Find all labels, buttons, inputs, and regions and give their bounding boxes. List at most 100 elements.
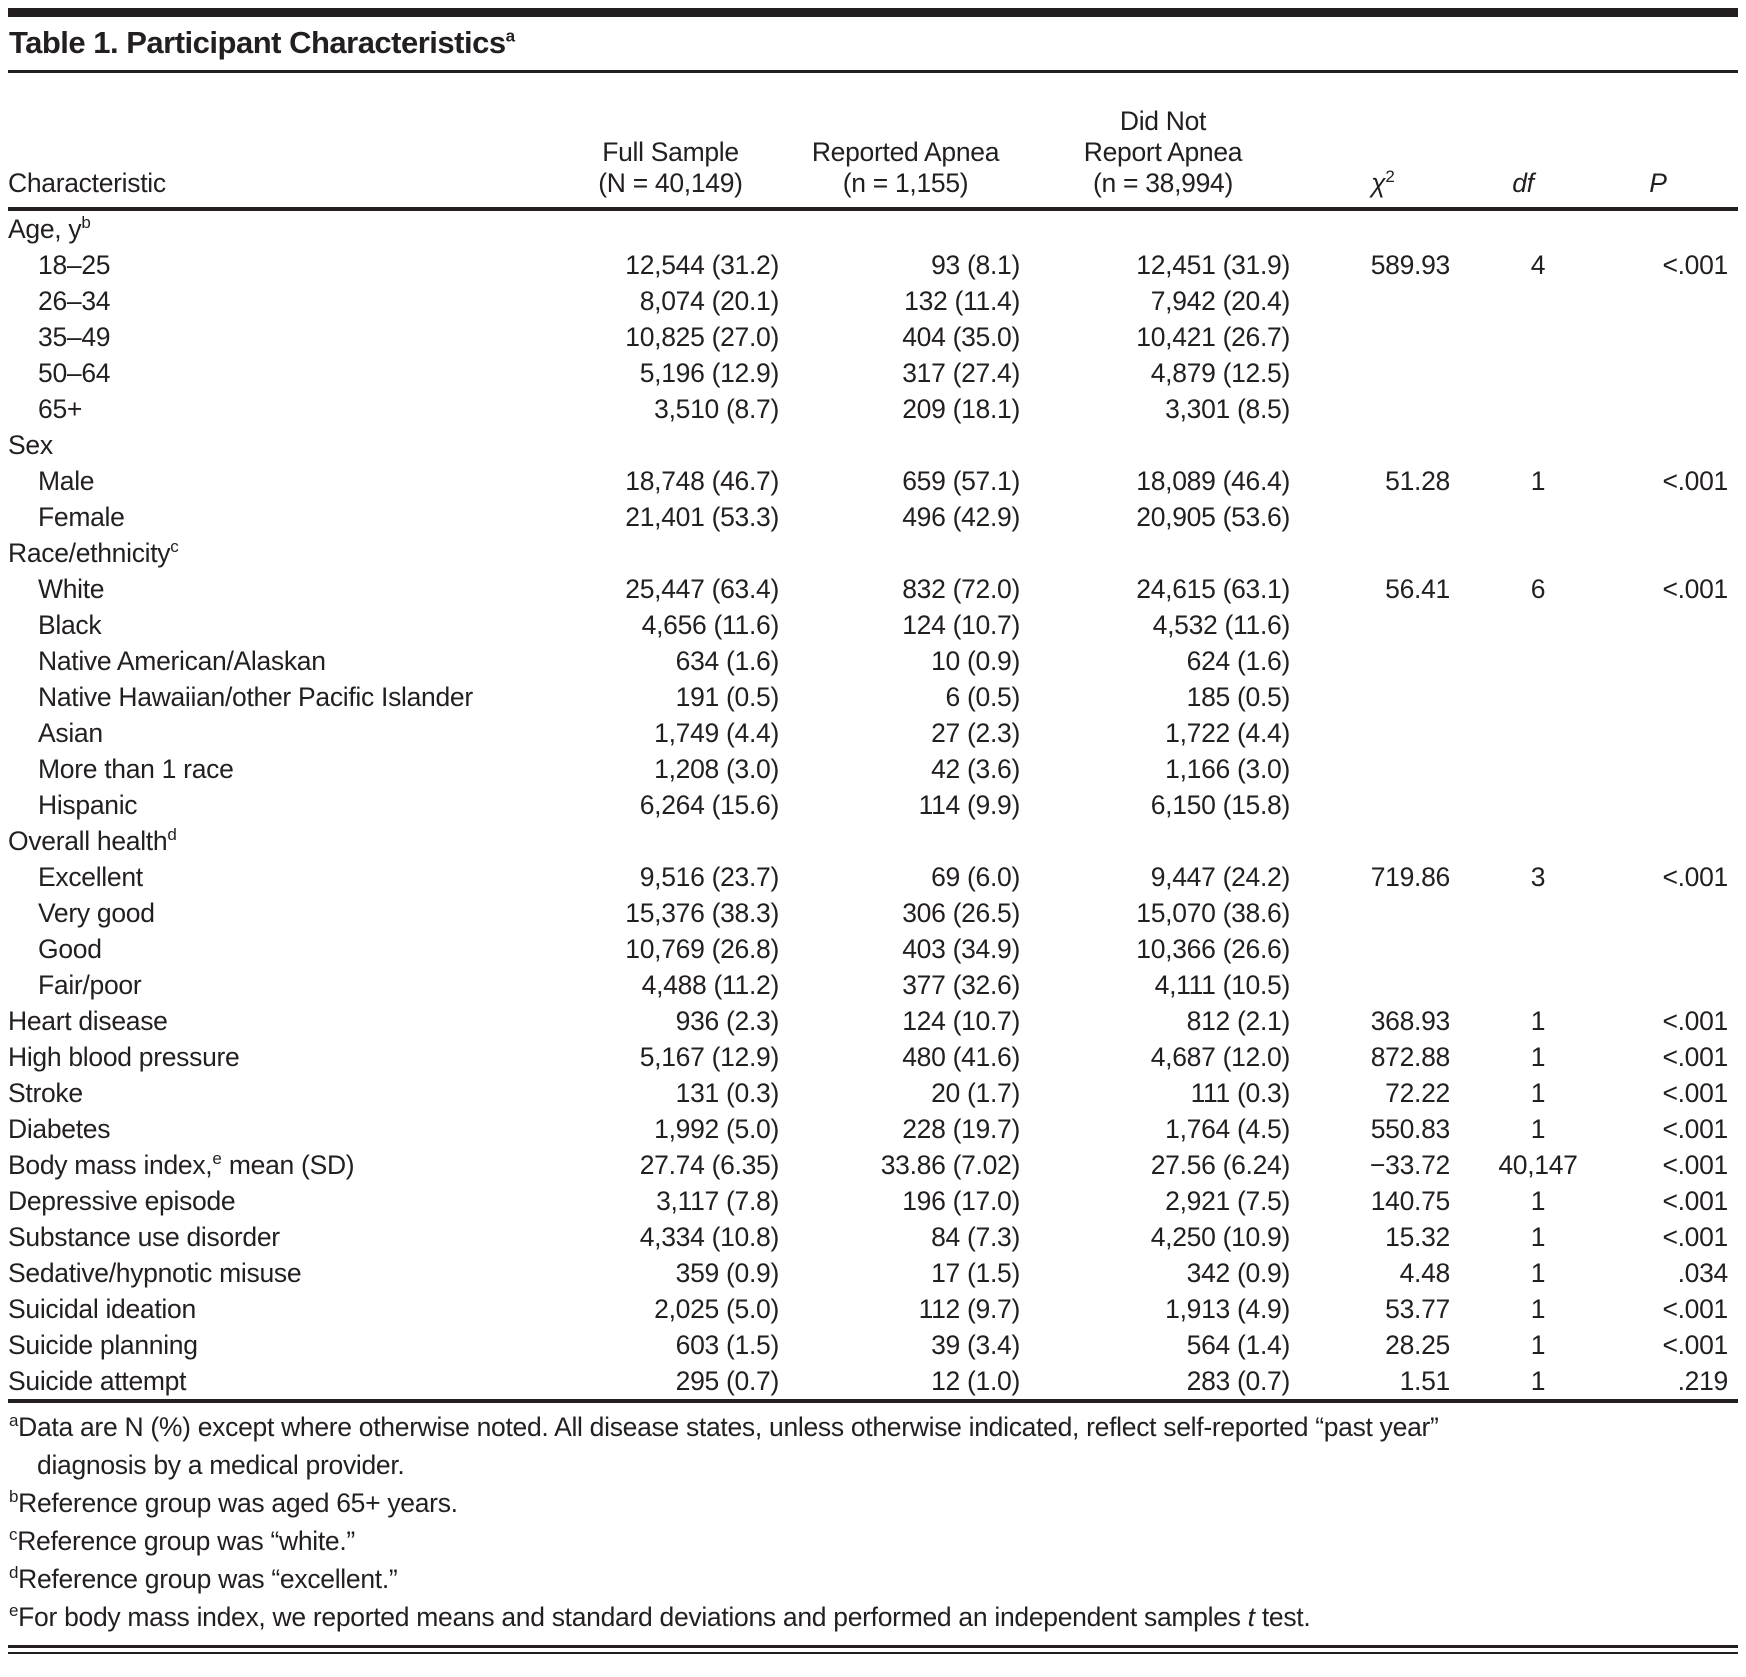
- cell-chi-square: 56.41: [1385, 574, 1450, 604]
- cell-p-value: [1578, 643, 1738, 679]
- cell-df: [1468, 391, 1578, 427]
- row-label: High blood pressure: [8, 1042, 240, 1072]
- cell-df: 1: [1530, 1078, 1546, 1108]
- table-row: White 25,447 (63.4) 832 (72.0) 24,615 (63.1…: [8, 571, 1738, 607]
- row-label: Depressive episode: [8, 1186, 236, 1216]
- cell-p-value: [1578, 679, 1738, 715]
- cell-p-value: [1578, 209, 1738, 247]
- cell-full-sample: [558, 535, 783, 571]
- cell-did-not-report-apnea: 1,764 (4.5): [1165, 1114, 1290, 1144]
- cell-p-value: [1578, 427, 1738, 463]
- cell-full-sample: 359 (0.9): [675, 1258, 780, 1288]
- table-section-row: Suicide attempt 295 (0.7) 12 (1.0) 283 (0.7…: [8, 1363, 1738, 1401]
- cell-full-sample: 191 (0.5): [675, 682, 780, 712]
- table-row: Black 4,656 (11.6) 124 (10.7) 4,532 (11.6): [8, 607, 1738, 643]
- cell-df: [1468, 607, 1578, 643]
- row-label: Suicide attempt: [8, 1366, 187, 1396]
- cell-reported-apnea: 10 (0.9): [931, 646, 1020, 676]
- cell-did-not-report-apnea: 4,111 (10.5): [1154, 970, 1291, 1000]
- cell-full-sample: 603 (1.5): [675, 1330, 780, 1360]
- chi-symbol: χ: [1371, 168, 1386, 198]
- cell-chi-square: 589.93: [1370, 250, 1451, 280]
- cell-did-not-report-apnea: 342 (0.9): [1186, 1258, 1291, 1288]
- cell-df: 1: [1530, 1114, 1546, 1144]
- row-label: White: [38, 574, 105, 604]
- cell-full-sample: 9,516 (23.7): [639, 862, 780, 892]
- cell-full-sample: [558, 209, 783, 247]
- cell-chi-square: [1298, 823, 1468, 859]
- cell-did-not-report-apnea: 2,921 (7.5): [1165, 1186, 1290, 1216]
- cell-reported-apnea: 6 (0.5): [945, 682, 1021, 712]
- cell-chi-square: 1.51: [1399, 1366, 1451, 1396]
- cell-p-value: <.001: [1662, 466, 1728, 496]
- cell-reported-apnea: 69 (6.0): [931, 862, 1020, 892]
- cell-full-sample: 4,334 (10.8): [639, 1222, 780, 1252]
- cell-did-not-report-apnea: 185 (0.5): [1186, 682, 1291, 712]
- cell-p-value: <.001: [1662, 1222, 1728, 1252]
- table-row: More than 1 race 1,208 (3.0) 42 (3.6) 1,166…: [8, 751, 1738, 787]
- cell-p-value: [1578, 283, 1738, 319]
- cell-p-value: [1578, 715, 1738, 751]
- row-label: Overall healthd: [8, 825, 177, 856]
- cell-reported-apnea: 20 (1.7): [931, 1078, 1020, 1108]
- cell-full-sample: 10,825 (27.0): [625, 322, 779, 352]
- footnote-text: Reference group was “excellent.”: [18, 1564, 398, 1594]
- footnote-text: Reference group was aged 65+ years.: [18, 1488, 458, 1518]
- cell-did-not-report-apnea: [1028, 209, 1298, 247]
- cell-full-sample: 1,208 (3.0): [654, 754, 779, 784]
- cell-did-not-report-apnea: [1028, 427, 1298, 463]
- row-label: Suicide planning: [8, 1330, 198, 1360]
- cell-chi-square: [1298, 931, 1468, 967]
- cell-full-sample: 4,488 (11.2): [641, 970, 780, 1000]
- row-label: Diabetes: [8, 1114, 111, 1144]
- table-section-row: Diabetes 1,992 (5.0) 228 (19.7) 1,764 (4.5)…: [8, 1111, 1738, 1147]
- cell-chi-square: [1298, 679, 1468, 715]
- cell-p-value: <.001: [1662, 1006, 1728, 1036]
- row-label: Very good: [38, 898, 155, 928]
- col-header-p-value: P: [1578, 73, 1738, 211]
- cell-df: 1: [1530, 1330, 1546, 1360]
- cell-full-sample: 21,401 (53.3): [625, 502, 779, 532]
- cell-full-sample: 25,447 (63.4): [625, 574, 779, 604]
- cell-did-not-report-apnea: 24,615 (63.1): [1136, 574, 1290, 604]
- cell-chi-square: 140.75: [1370, 1186, 1451, 1216]
- cell-reported-apnea: 209 (18.1): [902, 394, 1020, 424]
- cell-reported-apnea: 196 (17.0): [902, 1186, 1020, 1216]
- cell-reported-apnea: [783, 427, 1028, 463]
- table-section-row: Race/ethnicityc: [8, 535, 1738, 571]
- footnote-line: cReference group was “white.”: [9, 1522, 1738, 1560]
- table-section-row: Heart disease 936 (2.3) 124 (10.7) 812 (2.1…: [8, 1003, 1738, 1039]
- table-section-row: Suicidal ideation 2,025 (5.0) 112 (9.7) 1,9…: [8, 1291, 1738, 1327]
- cell-full-sample: 18,748 (46.7): [625, 466, 779, 496]
- footnote-text: For body mass index, we reported means a…: [18, 1602, 1248, 1632]
- cell-did-not-report-apnea: 4,879 (12.5): [1150, 358, 1291, 388]
- cell-chi-square: 719.86: [1370, 862, 1451, 892]
- footnote-text: diagnosis by a medical provider.: [37, 1450, 405, 1480]
- cell-p-value: [1578, 391, 1738, 427]
- cell-reported-apnea: 17 (1.5): [931, 1258, 1020, 1288]
- cell-p-value: [1578, 607, 1738, 643]
- cell-reported-apnea: 403 (34.9): [902, 934, 1020, 964]
- cell-df: 6: [1530, 574, 1546, 604]
- row-label: Black: [38, 610, 102, 640]
- cell-full-sample: 131 (0.3): [675, 1078, 780, 1108]
- cell-did-not-report-apnea: 20,905 (53.6): [1136, 502, 1290, 532]
- cell-reported-apnea: 124 (10.7): [902, 1006, 1020, 1036]
- cell-chi-square: [1298, 715, 1468, 751]
- bottom-rule-thin: [8, 1652, 1738, 1654]
- cell-df: [1468, 751, 1578, 787]
- cell-did-not-report-apnea: 10,366 (26.6): [1136, 934, 1290, 964]
- row-label: Sex: [8, 430, 53, 460]
- cell-full-sample: 1,992 (5.0): [654, 1114, 779, 1144]
- cell-p-value: .219: [1677, 1366, 1729, 1396]
- row-label: Age, yb: [8, 213, 91, 244]
- cell-p-value: <.001: [1662, 862, 1728, 892]
- bottom-double-rule: [8, 1645, 1738, 1654]
- cell-did-not-report-apnea: [1028, 823, 1298, 859]
- row-label: 50–64: [38, 358, 111, 388]
- cell-p-value: <.001: [1662, 574, 1728, 604]
- table-section-row: Sedative/hypnotic misuse 359 (0.9) 17 (1.5…: [8, 1255, 1738, 1291]
- cell-df: [1468, 823, 1578, 859]
- row-label: 26–34: [38, 286, 111, 316]
